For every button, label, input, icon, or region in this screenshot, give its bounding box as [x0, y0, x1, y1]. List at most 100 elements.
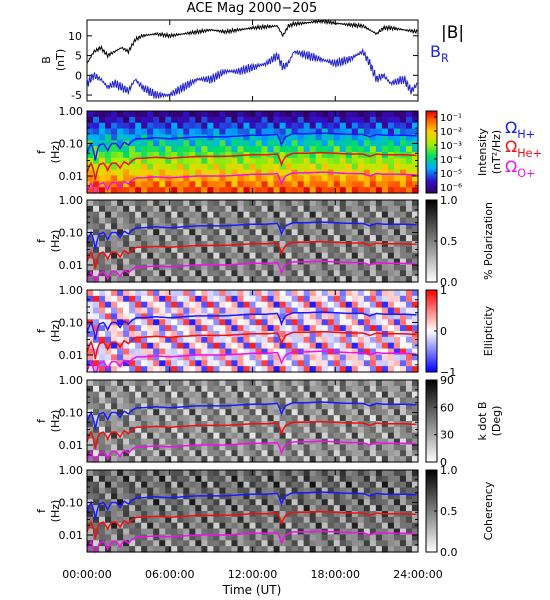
spectrogram-cell	[255, 276, 263, 283]
spectrogram-cell	[351, 481, 359, 489]
spectrogram-cell	[303, 187, 311, 194]
spectrogram-cell	[123, 342, 130, 350]
spectrogram-cell	[351, 313, 359, 320]
spectrogram-cell	[405, 415, 413, 422]
spectrogram-cell	[405, 475, 413, 483]
spectrogram-cell	[309, 421, 317, 428]
spectrogram-cell	[171, 241, 178, 248]
spectrogram-cell	[147, 366, 154, 373]
spectrogram-cell	[189, 116, 196, 124]
spectrogram-cell	[87, 487, 94, 495]
spectrogram-cell	[99, 540, 106, 547]
spectrogram-cell	[195, 134, 202, 141]
spectrogram-cell	[273, 134, 281, 141]
spectrogram-cell	[171, 246, 178, 254]
spectrogram-cell	[333, 475, 341, 483]
spectrogram-cell	[375, 354, 383, 361]
spectrogram-cell	[279, 438, 287, 446]
spectrogram-cell	[111, 511, 118, 518]
spectrogram-cell	[165, 487, 172, 495]
spectrogram-cell	[261, 475, 269, 483]
spectrogram-cell	[165, 229, 172, 236]
spectrogram-cell	[291, 146, 299, 153]
spectrogram-cell	[279, 481, 287, 489]
spectrogram-cell	[93, 360, 100, 367]
spectrogram-cell	[141, 313, 148, 320]
y-tick-label: 0.10	[59, 407, 84, 420]
spectrogram-cell	[105, 258, 112, 266]
spectrogram-cell	[105, 481, 112, 489]
spectrogram-cell	[207, 325, 214, 332]
spectrogram-cell	[255, 187, 263, 194]
spectrogram-cell	[195, 252, 202, 260]
spectrogram-cell	[315, 397, 323, 405]
spectrogram-cell	[153, 516, 160, 524]
spectrogram-cell	[237, 140, 245, 147]
spectrogram-cell	[387, 264, 395, 271]
spectrogram-cell	[201, 246, 208, 254]
spectrogram-cell	[207, 246, 214, 254]
spectrogram-cell	[273, 295, 281, 303]
spectrogram-cell	[381, 264, 389, 271]
spectrogram-cell	[99, 163, 106, 171]
spectrogram-cell	[177, 397, 184, 405]
spectrogram-cell	[87, 223, 94, 230]
spectrogram-cell	[315, 360, 323, 367]
legend-gyro-he-plus: ΩHe+	[505, 137, 542, 160]
spectrogram-cell	[375, 217, 383, 225]
spectrogram-cell	[279, 295, 287, 303]
spectrogram-cell	[219, 163, 227, 171]
spectrogram-cell	[147, 499, 154, 506]
spectrogram-cell	[141, 380, 148, 387]
spectrogram-cell	[147, 505, 154, 512]
spectrogram-cell	[333, 276, 341, 283]
spectrogram-cell	[387, 505, 395, 512]
spectrogram-cell	[123, 223, 130, 230]
spectrogram-cell	[171, 122, 178, 130]
spectrogram-cell	[147, 426, 154, 434]
spectrogram-cell	[255, 146, 263, 153]
spectrogram-cell	[99, 391, 106, 399]
spectrogram-cell	[255, 487, 263, 495]
spectrogram-cell	[369, 432, 377, 440]
spectrogram-cell	[375, 307, 383, 315]
spectrogram-cell	[153, 301, 160, 309]
spectrogram-cell	[375, 319, 383, 326]
spectrogram-cell	[117, 516, 124, 524]
spectrogram-cell	[201, 187, 208, 194]
spectrogram-cell	[129, 511, 136, 518]
spectrogram-cell	[195, 511, 202, 518]
spectrogram-cell	[333, 444, 341, 451]
colorbar-tick-label: 10⁻⁶	[440, 183, 462, 194]
spectrogram-cell	[255, 211, 263, 219]
spectrogram-cell	[363, 432, 371, 440]
spectrogram-cell	[267, 409, 275, 416]
spectrogram-cell	[267, 211, 275, 219]
spectrogram-cell	[255, 348, 263, 356]
spectrogram-cell	[345, 354, 353, 361]
spectrogram-cell	[123, 481, 130, 489]
spectrogram-cell	[387, 366, 395, 373]
spectrogram-cell	[345, 540, 353, 547]
spectrogram-cell	[411, 163, 419, 171]
spectrogram-cell	[111, 456, 118, 463]
spectrogram-cell	[267, 157, 275, 165]
spectrogram-cell	[321, 444, 329, 451]
spectrogram-cell	[207, 511, 214, 518]
spectrogram-cell	[381, 295, 389, 303]
spectrogram-cell	[243, 528, 251, 536]
spectrogram-cell	[393, 307, 401, 315]
spectrogram-cell	[117, 200, 124, 207]
spectrogram-cell	[231, 354, 239, 361]
spectrogram-cell	[201, 169, 208, 177]
spectrogram-cell	[201, 134, 208, 141]
spectrogram-cell	[381, 385, 389, 393]
spectrogram-cell	[117, 319, 124, 326]
spectrogram-cell	[309, 223, 317, 230]
spectrogram-cell	[261, 252, 269, 260]
spectrogram-cell	[105, 246, 112, 254]
spectrogram-cell	[279, 270, 287, 277]
spectrogram-cell	[237, 163, 245, 171]
spectrogram-cell	[387, 217, 395, 225]
spectrogram-cell	[249, 140, 257, 147]
